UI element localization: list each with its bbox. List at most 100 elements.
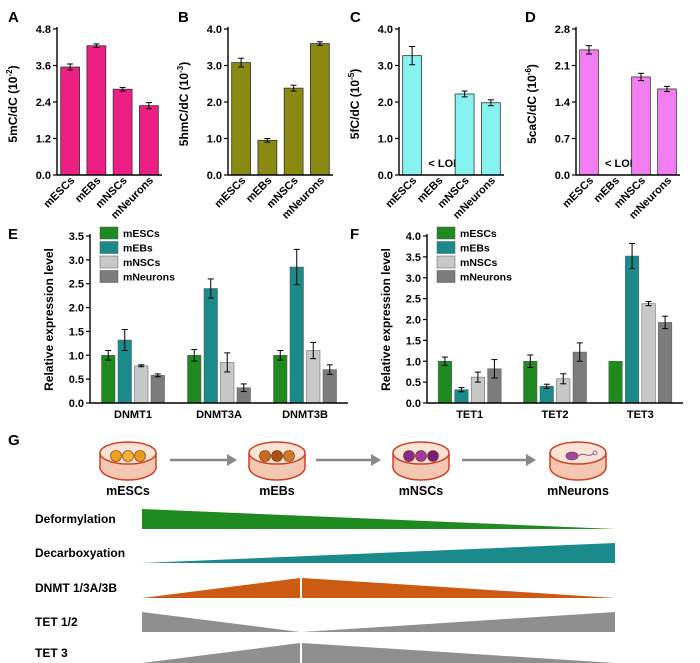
wedge-shape xyxy=(302,578,615,598)
dish-mNSCs xyxy=(392,441,450,481)
row-label: Decarboxyation xyxy=(35,546,125,560)
y-tick-label: 1.0 xyxy=(207,134,222,146)
y-tick-label: 0.0 xyxy=(69,398,84,410)
y-tick-label: 3.0 xyxy=(69,255,84,267)
y-axis-label: 5caC/dC (10-6) xyxy=(524,64,539,144)
lod-note: < LOD xyxy=(428,158,461,170)
y-tick-label: 3.0 xyxy=(378,61,393,73)
bar-mNeurons xyxy=(481,102,501,176)
panel-e: E 0.0 0.5 1.0 1.5 2.0 2.5 3.0 3.5 Relative expres… xyxy=(8,226,348,421)
panel-label: F xyxy=(350,226,359,243)
y-tick-label: 0.0 xyxy=(378,170,393,182)
legend-swatch-mNeurons xyxy=(436,270,456,283)
row-TET 1/2: TET 1/2 xyxy=(35,612,615,632)
y-tick-label: 1.2 xyxy=(36,134,51,146)
bar-mESCs xyxy=(402,55,422,176)
y-tick-label: 3.5 xyxy=(406,252,421,264)
y-tick-label: 1.0 xyxy=(406,356,421,368)
wedge-shape xyxy=(142,543,615,563)
y-tick-label: 2.1 xyxy=(555,61,570,73)
y-tick-label: 0.7 xyxy=(555,134,570,146)
panel-label: A xyxy=(8,9,19,26)
group-label-TET1: TET1 xyxy=(456,409,483,421)
bar-mESCs xyxy=(231,62,251,176)
y-tick-label: 4.0 xyxy=(378,24,393,36)
y-tick-label: 3.0 xyxy=(207,61,222,73)
bar-mEBs xyxy=(257,139,278,176)
cell-icon xyxy=(427,450,439,462)
stage-label-mNSCs: mNSCs xyxy=(399,484,444,498)
y-tick-label: 0.5 xyxy=(406,377,421,389)
group-label-TET3: TET3 xyxy=(627,409,654,421)
y-tick-label: 1.4 xyxy=(555,97,571,109)
arrow-head-icon xyxy=(371,454,381,466)
legend-swatch-mESCs xyxy=(436,226,456,240)
y-tick-label: 2.0 xyxy=(406,315,421,327)
y-tick-label: 2.8 xyxy=(555,24,570,36)
legend-swatch-mESCs xyxy=(99,226,119,240)
bar-TET3-mEBs xyxy=(625,255,640,404)
bar-DNMT3B-mEBs xyxy=(289,266,304,404)
y-tick-label: 1.5 xyxy=(406,335,421,347)
bar-mESCs xyxy=(60,66,80,176)
panel-label: D xyxy=(525,9,536,26)
y-tick-label: 0.0 xyxy=(36,170,51,182)
legend-swatch-mEBs xyxy=(436,241,456,254)
legend-label-mEBs: mEBs xyxy=(123,243,153,255)
bar-mNSCs xyxy=(631,76,651,176)
legend-swatch-mNeurons xyxy=(99,270,119,283)
legend-label-mESCs: mESCs xyxy=(123,228,160,240)
bar-TET3-mNSCs xyxy=(641,303,656,404)
y-tick-label: 3.0 xyxy=(406,273,421,285)
dish-mESCs xyxy=(99,441,157,481)
y-tick-label: 1.0 xyxy=(378,134,393,146)
group-label-DNMT3A: DNMT3A xyxy=(196,409,242,421)
y-tick-label: 2.5 xyxy=(406,294,421,306)
bar-TET1-mESCs xyxy=(437,361,452,404)
legend-label-mEBs: mEBs xyxy=(460,243,490,255)
arrow-head-icon xyxy=(526,454,536,466)
cell-icon xyxy=(134,450,146,462)
bar-DNMT3A-mEBs xyxy=(203,288,218,404)
y-tick-label: 3.5 xyxy=(69,231,84,243)
row-label: Deformylation xyxy=(35,512,116,526)
y-tick-label: 0.0 xyxy=(406,398,421,410)
wedge-shape xyxy=(142,612,300,632)
y-tick-label: 2.0 xyxy=(378,97,393,109)
y-tick-label: 2.0 xyxy=(69,303,84,315)
dish-mNeurons xyxy=(549,441,607,481)
dish-mEBs xyxy=(248,441,306,481)
arrow-head-icon xyxy=(227,454,237,466)
bar-mESCs xyxy=(579,49,599,176)
group-label-DNMT1: DNMT1 xyxy=(114,409,152,421)
bar-mNSCs xyxy=(283,87,304,176)
y-axis-label: 5hmC/dC (10-3) xyxy=(176,62,191,146)
row-label: TET 3 xyxy=(35,646,68,660)
y-tick-label: 0.0 xyxy=(555,170,570,182)
y-tick-label: 1.0 xyxy=(69,350,84,362)
cell-icon xyxy=(259,450,271,462)
cell-icon xyxy=(110,450,122,462)
legend-label-mNeurons: mNeurons xyxy=(123,272,175,284)
panel-label: G xyxy=(8,432,20,449)
legend-label-mNeurons: mNeurons xyxy=(460,272,512,284)
stage-label-mNeurons: mNeurons xyxy=(547,484,609,498)
y-tick-label: 0.5 xyxy=(69,374,84,386)
legend-label-mNSCs: mNSCs xyxy=(460,257,498,269)
bar-TET3-mESCs xyxy=(608,361,623,404)
legend-swatch-mNSCs xyxy=(436,255,456,269)
row-TET 3: TET 3 xyxy=(35,643,615,663)
wedge-shape xyxy=(142,578,300,598)
stage-label-mEBs: mEBs xyxy=(259,484,294,498)
cell-icon xyxy=(403,450,415,462)
y-tick-label: 2.4 xyxy=(36,97,52,109)
legend-swatch-mEBs xyxy=(99,241,119,254)
bar-DNMT1-mNSCs xyxy=(134,365,149,404)
cell-icon xyxy=(283,450,295,462)
y-tick-label: 0.0 xyxy=(207,170,222,182)
bar-DNMT1-mNeurons xyxy=(150,375,165,404)
y-tick-label: 2.0 xyxy=(207,97,222,109)
